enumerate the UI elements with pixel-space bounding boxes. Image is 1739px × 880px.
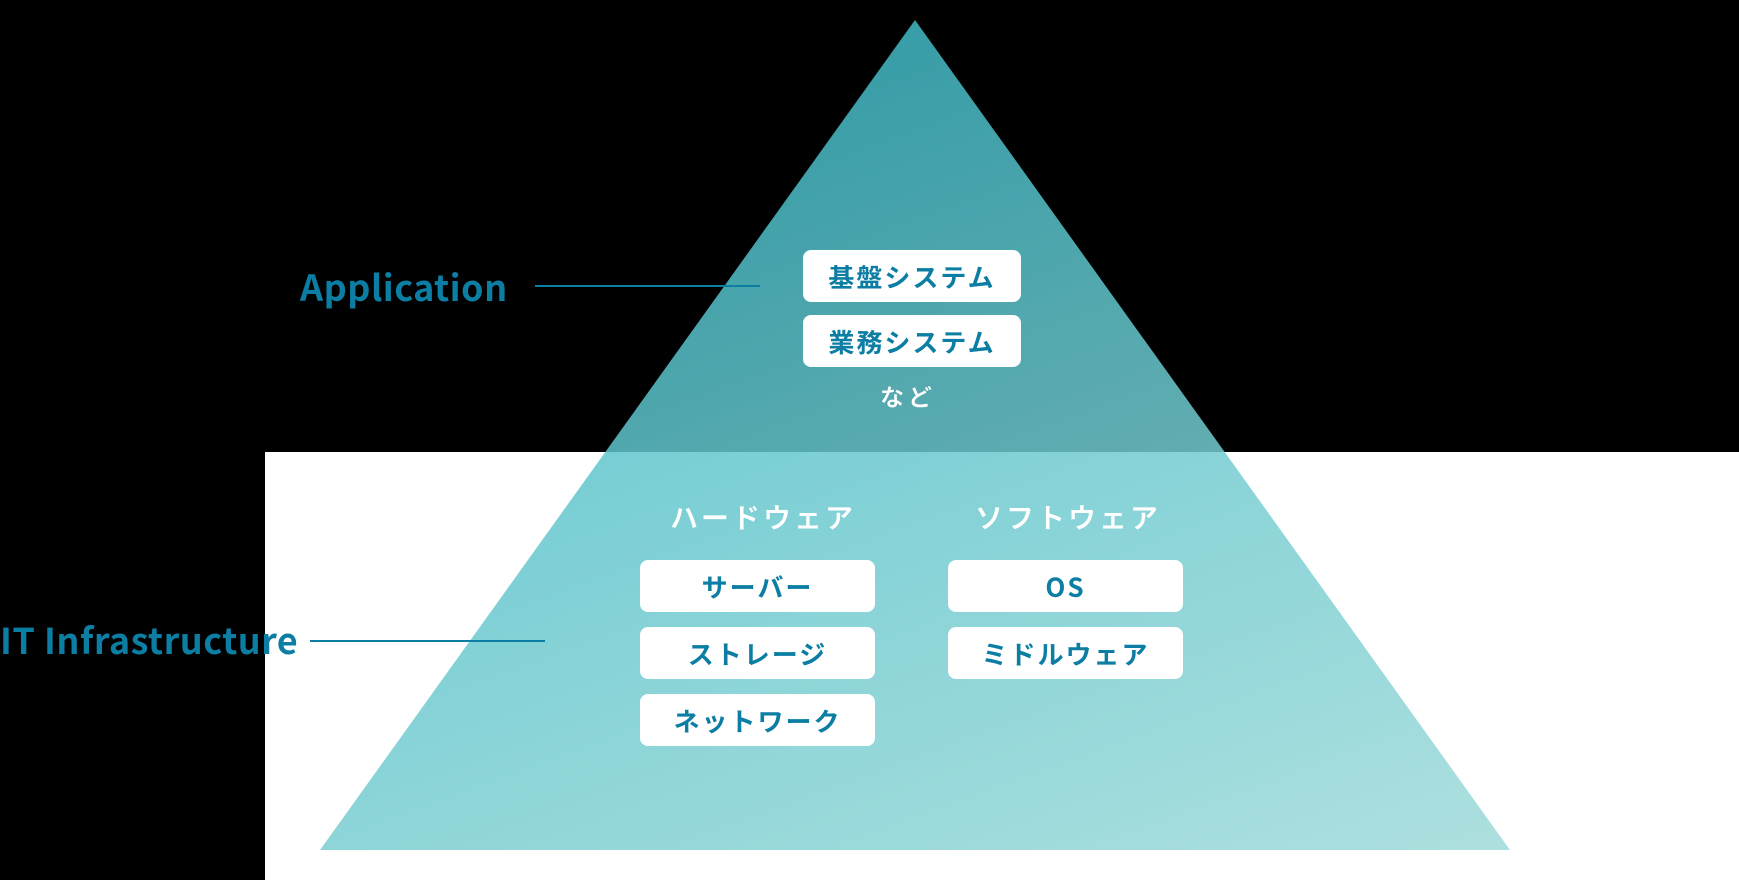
pill-hw-storage: ストレージ [640, 627, 875, 679]
pill-hw-server: サーバー [640, 560, 875, 612]
pyramid-shape [320, 20, 1510, 850]
text-app-etc: など [880, 378, 936, 413]
heading-hardware: ハードウェア [670, 497, 856, 537]
pill-sw-os: OS [948, 560, 1183, 612]
heading-software: ソフトウェア [975, 497, 1161, 537]
pill-app-gyomu-system: 業務システム [803, 315, 1021, 367]
section-label-it-infrastructure: IT Infrastructure [0, 613, 298, 665]
diagram-stage: Application 基盤システム 業務システム など IT Infrastr… [0, 0, 1739, 880]
pill-app-kiban-system: 基盤システム [803, 250, 1021, 302]
pill-sw-middleware: ミドルウェア [948, 627, 1183, 679]
leader-line-it-infrastructure [310, 640, 545, 642]
pill-hw-network: ネットワーク [640, 694, 875, 746]
leader-line-application [535, 285, 760, 287]
section-label-application: Application [300, 260, 508, 312]
